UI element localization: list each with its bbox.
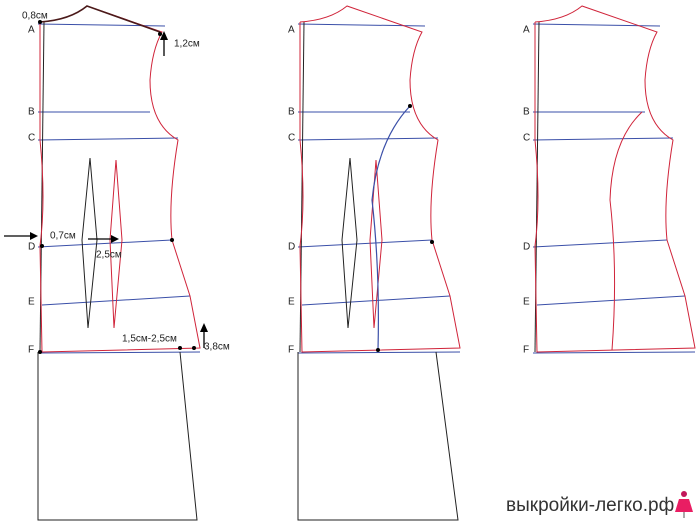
- point-label: E: [523, 297, 530, 308]
- point-label: A: [28, 25, 35, 36]
- measurement: 1,5см-2,5см: [122, 334, 177, 345]
- point-label: F: [523, 345, 529, 356]
- point-label: B: [28, 107, 35, 118]
- point: [408, 104, 412, 108]
- point: [40, 244, 44, 248]
- point-label: C: [28, 133, 35, 144]
- point-label: B: [523, 107, 530, 118]
- point-label: E: [28, 297, 35, 308]
- point-label: E: [288, 297, 295, 308]
- point-label: A: [288, 25, 295, 36]
- bodice-outline: [297, 5, 461, 354]
- point: [38, 20, 42, 24]
- panel-2: A B C D E F: [288, 5, 461, 521]
- arrow-head: [160, 31, 168, 40]
- measurement: 0,8см: [22, 11, 48, 22]
- measurement: 3,8см: [204, 342, 230, 353]
- measurement: 0,7см: [50, 231, 76, 242]
- point-label: C: [288, 133, 295, 144]
- bodice-outline: [37, 5, 201, 354]
- measurement: 1,2см: [174, 39, 200, 50]
- arrow-head: [200, 323, 208, 332]
- point-label: D: [288, 242, 295, 253]
- point: [192, 346, 196, 350]
- point-label: F: [28, 345, 34, 356]
- point-label: C: [523, 133, 530, 144]
- point-label: B: [288, 107, 295, 118]
- side-curve: [609, 111, 643, 351]
- lower-outline: [297, 351, 459, 521]
- logo: [675, 491, 693, 518]
- side-curve: [371, 105, 411, 351]
- point: [158, 32, 162, 36]
- panel-1: A B C D E F 0,8см 1,2см 0,7см 2,5см 1,5с…: [4, 5, 230, 521]
- neck-shoulder: [39, 5, 161, 33]
- point: [178, 346, 182, 350]
- watermark: выкройки-легко.рф: [506, 495, 674, 516]
- point: [430, 240, 434, 244]
- lower-outline: [37, 351, 198, 521]
- point-label: F: [288, 345, 294, 356]
- point-label: A: [523, 25, 530, 36]
- measurement: 2,5см: [96, 250, 122, 261]
- point: [376, 348, 380, 352]
- point: [38, 350, 42, 354]
- panel-3: A B C D E F: [523, 5, 696, 356]
- arrow-head: [111, 235, 119, 243]
- point-label: D: [28, 242, 35, 253]
- point-label: D: [523, 242, 530, 253]
- arrow-head: [30, 232, 38, 240]
- point: [170, 238, 174, 242]
